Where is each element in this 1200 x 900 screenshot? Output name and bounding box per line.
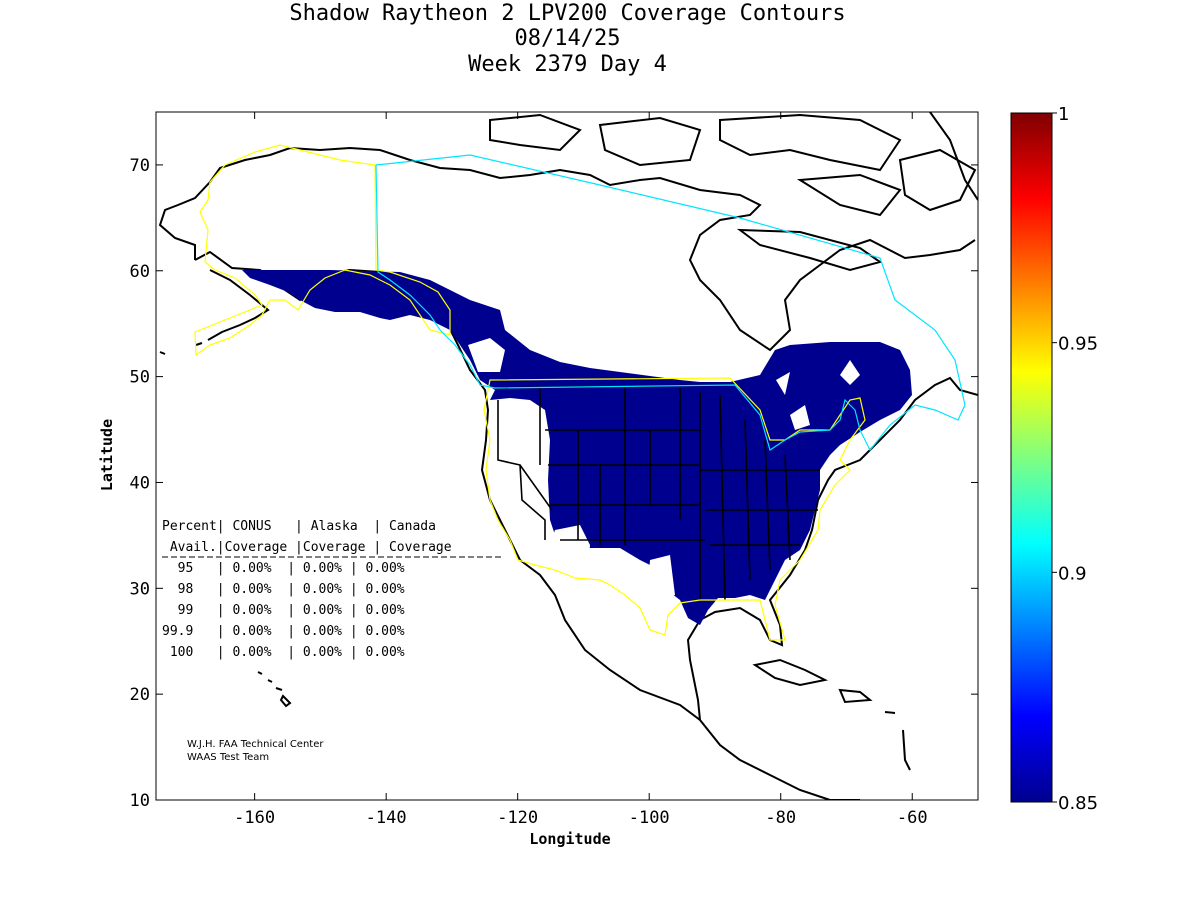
y-tick-label: 70 — [130, 156, 150, 176]
y-axis-ticks: 10 20 30 40 50 60 70 — [130, 156, 978, 811]
x-tick-label: -100 — [629, 808, 670, 828]
y-tick-label: 50 — [130, 368, 150, 388]
caribbean-islands — [752, 658, 911, 771]
coverage-gap-southwest — [548, 525, 675, 600]
hawaii-islands — [257, 671, 292, 708]
table-row: 99 | 0.00% | 0.00% | 0.00% — [162, 603, 405, 618]
x-axis-label: Longitude — [529, 830, 610, 848]
y-axis-label: Latitude — [98, 419, 116, 491]
x-tick-label: -120 — [497, 808, 538, 828]
x-tick-label: -160 — [234, 808, 275, 828]
y-tick-label: 30 — [130, 579, 150, 599]
table-row: 100 | 0.00% | 0.00% | 0.00% — [162, 645, 405, 660]
chart-week-day: Week 2379 Day 4 — [468, 52, 667, 77]
y-tick-label: 60 — [130, 262, 150, 282]
canada-boundary — [375, 154, 966, 452]
coverage-contour-fill — [242, 270, 912, 625]
table-header-2: Avail.|Coverage |Coverage | Coverage — [162, 540, 452, 555]
x-tick-label: -80 — [765, 808, 796, 828]
table-header-1: Percent| CONUS | Alaska | Canada — [162, 519, 436, 534]
colorbar — [1010, 112, 1053, 803]
colorbar-tick-label: 1 — [1058, 104, 1069, 125]
x-tick-label: -60 — [897, 808, 928, 828]
colorbar-tick-label: 0.9 — [1058, 563, 1087, 584]
y-tick-label: 10 — [130, 791, 150, 811]
credit-line-1: W.J.H. FAA Technical Center — [187, 739, 324, 750]
chart-title: Shadow Raytheon 2 LPV200 Coverage Contou… — [289, 1, 846, 26]
x-axis-ticks: -160 -140 -120 -100 -80 -60 — [234, 112, 928, 828]
aleutian-islands — [159, 269, 270, 355]
coverage-table: Percent| CONUS | Alaska | Canada Avail.|… — [162, 519, 502, 660]
y-tick-label: 40 — [130, 473, 150, 493]
colorbar-ticks: 0.85 0.9 0.95 1 — [1052, 104, 1098, 814]
chart-date: 08/14/25 — [514, 26, 621, 51]
table-row: 95 | 0.00% | 0.00% | 0.00% — [162, 561, 405, 576]
table-row: 98 | 0.00% | 0.00% | 0.00% — [162, 582, 405, 597]
credit-line-2: WAAS Test Team — [187, 752, 269, 763]
colorbar-tick-label: 0.95 — [1058, 334, 1098, 355]
arctic-islands — [489, 113, 977, 272]
map-layer — [158, 112, 978, 800]
greenland-coast — [929, 112, 978, 201]
y-tick-label: 20 — [130, 685, 150, 705]
colorbar-tick-label: 0.85 — [1058, 793, 1098, 814]
coverage-gap-northeast — [776, 360, 860, 430]
coverage-gap-pacific-nw — [468, 338, 505, 372]
state-boundaries — [495, 384, 820, 601]
x-tick-label: -140 — [366, 808, 407, 828]
plot-frame — [155, 111, 979, 801]
table-row: 99.9 | 0.00% | 0.00% | 0.00% — [162, 624, 405, 639]
conus-boundary — [483, 377, 866, 641]
alaska-boundary — [194, 144, 451, 357]
